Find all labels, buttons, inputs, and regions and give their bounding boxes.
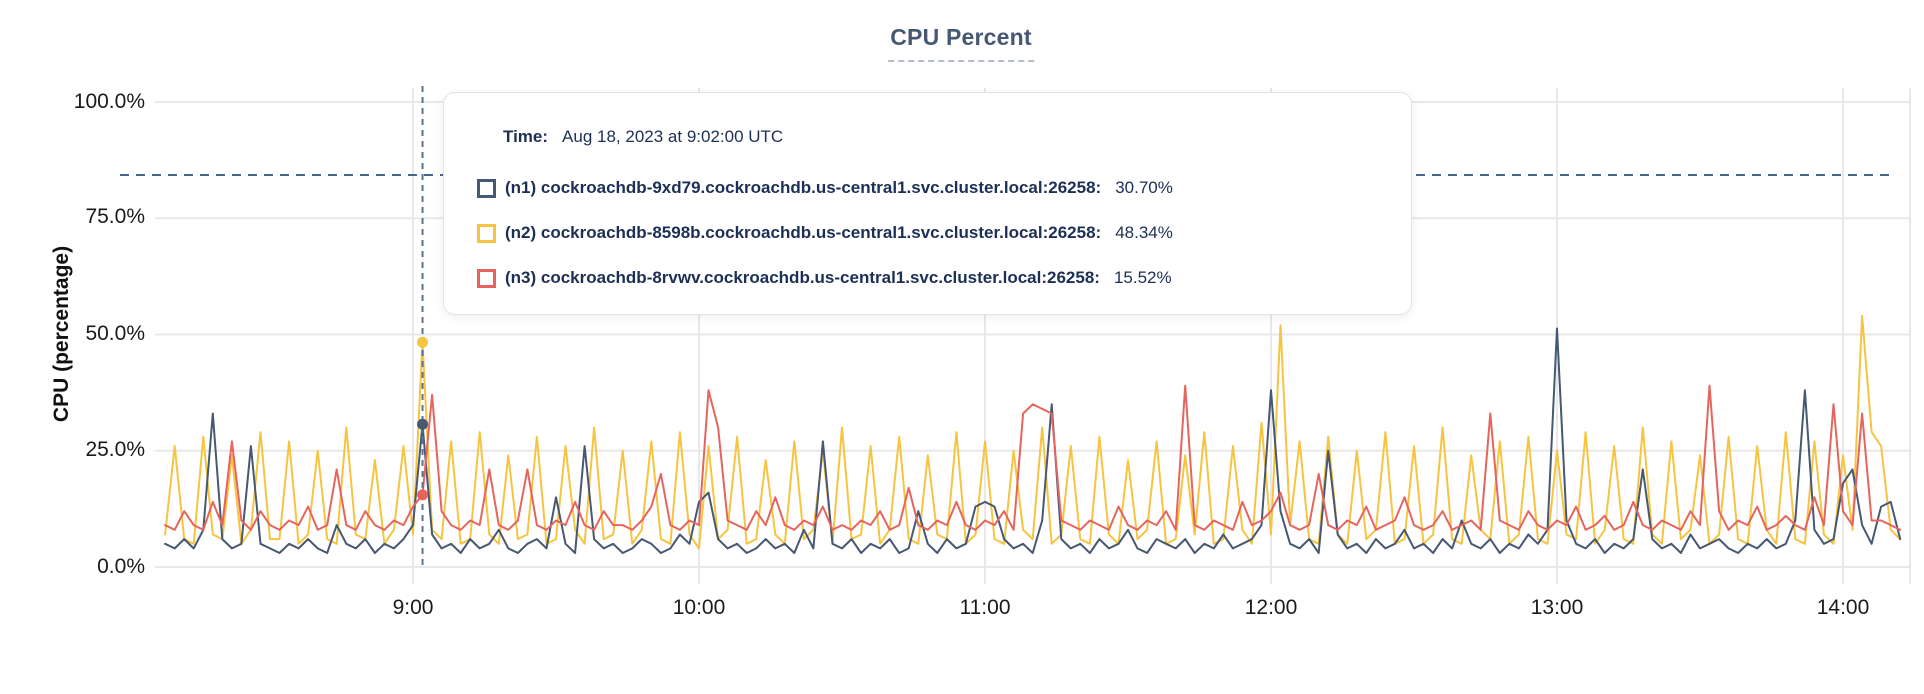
x-tick-9: 9:00 [392,596,434,619]
tooltip-row-n1: (n1) cockroachdb-9xd79.cockroachdb.us-ce… [477,177,1173,199]
tooltip-row-value: 15.52% [1113,268,1172,287]
n2-series-swatch-icon [477,223,496,243]
x-tick-11: 11:00 [959,596,1011,619]
y-tick-50: 50.0% [85,322,145,345]
hover-tooltip: Time: Aug 18, 2023 at 9:02:00 UTC (n1) co… [443,92,1412,315]
y-tick-25: 25.0% [85,438,145,461]
tooltip-row-label: (n1) cockroachdb-9xd79.cockroachdb.us-ce… [505,178,1102,197]
x-tick-12: 12:00 [1244,596,1298,619]
x-tick-10: 10:00 [672,596,726,619]
tooltip-row-value: 48.34% [1115,223,1173,242]
chart-title[interactable]: CPU Percent [888,24,1034,62]
tooltip-time-value: Aug 18, 2023 at 9:02:00 UTC [562,127,784,146]
y-tick-75: 75.0% [85,205,145,228]
tooltip-row-n2: (n2) cockroachdb-8598b.cockroachdb.us-ce… [477,222,1173,244]
n3-series-swatch-icon [477,268,496,288]
x-tick-13: 13:00 [1530,596,1584,619]
tooltip-row-label: (n3) cockroachdb-8rvwv.cockroachdb.us-ce… [505,268,1100,287]
x-tick-14: 14:00 [1816,596,1870,619]
tooltip-time-row: Time: Aug 18, 2023 at 9:02:00 UTC [503,127,783,147]
tooltip-time-label: Time: [503,127,549,146]
tooltip-row-label: (n2) cockroachdb-8598b.cockroachdb.us-ce… [505,223,1102,242]
y-tick-100: 100.0% [73,90,145,113]
tooltip-row-value: 30.70% [1115,178,1173,197]
tooltip-row-n3: (n3) cockroachdb-8rvwv.cockroachdb.us-ce… [477,267,1172,289]
y-tick-0: 0.0% [97,555,145,578]
n1-series-swatch-icon [477,178,496,198]
